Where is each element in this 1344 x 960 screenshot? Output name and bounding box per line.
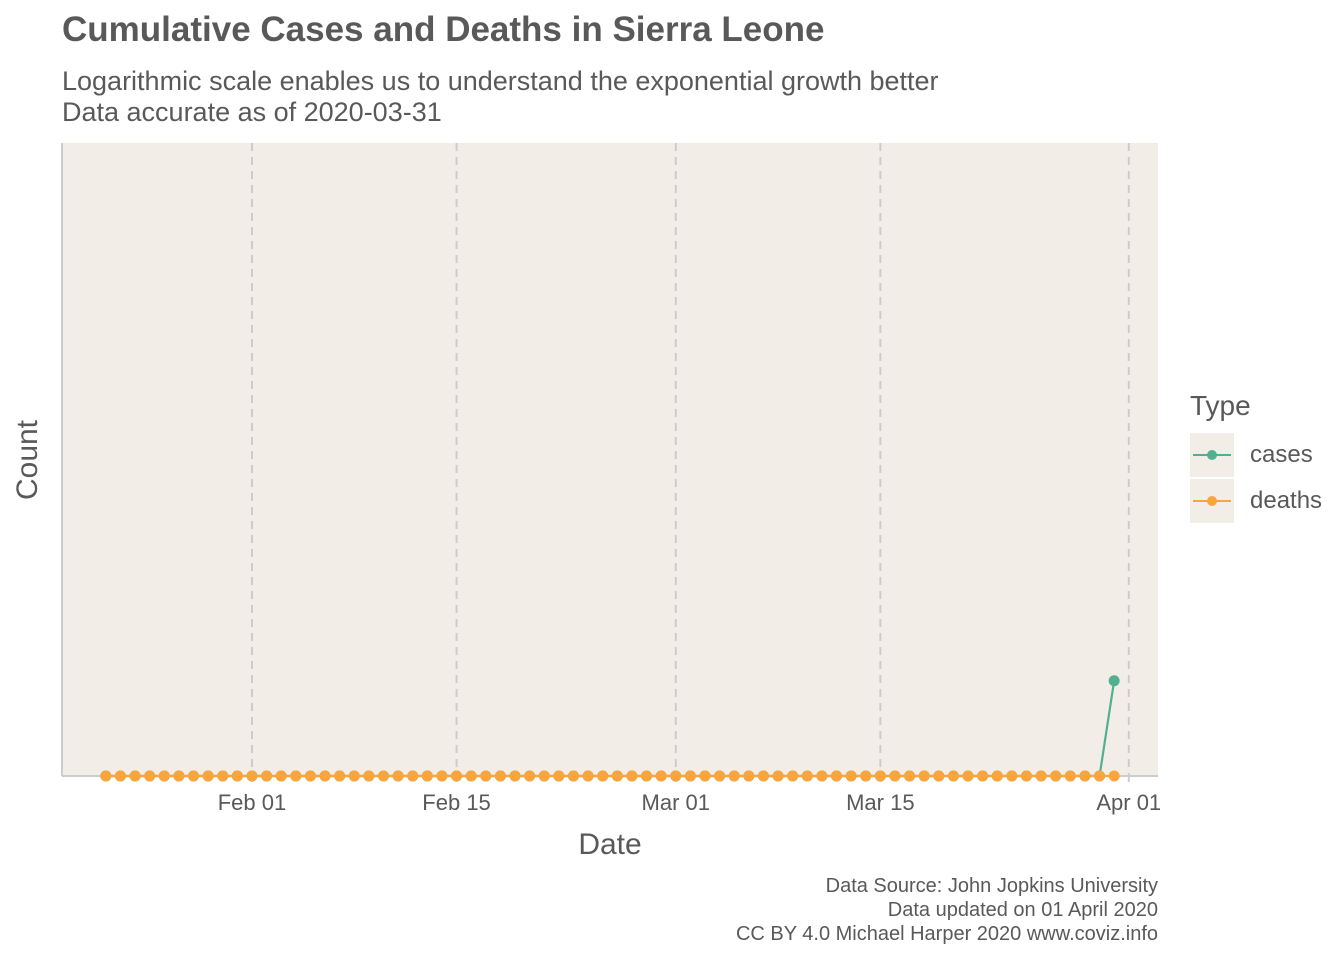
- x-tick-label: Feb 15: [422, 790, 491, 815]
- data-point-deaths: [933, 770, 945, 782]
- data-point-deaths: [436, 770, 448, 782]
- data-point-deaths: [275, 770, 287, 782]
- data-point-deaths: [524, 770, 536, 782]
- legend-item-cases: cases: [1190, 432, 1322, 478]
- data-point-deaths: [509, 770, 521, 782]
- data-point-deaths: [363, 770, 375, 782]
- data-point-deaths: [334, 770, 346, 782]
- data-point-deaths: [582, 770, 594, 782]
- legend: Type cases deaths: [1190, 390, 1322, 524]
- data-point-deaths: [860, 770, 872, 782]
- data-point-deaths: [407, 770, 419, 782]
- data-point-deaths: [173, 770, 185, 782]
- data-point-deaths: [787, 770, 799, 782]
- data-point-deaths: [421, 770, 433, 782]
- data-point-deaths: [144, 770, 156, 782]
- data-point-deaths: [553, 770, 565, 782]
- data-point-deaths: [319, 770, 331, 782]
- caption-line: Data updated on 01 April 2020: [887, 899, 1158, 921]
- data-point-deaths: [129, 770, 141, 782]
- data-point-deaths: [655, 770, 667, 782]
- data-point-deaths: [845, 770, 857, 782]
- data-point-deaths: [1050, 770, 1062, 782]
- legend-title: Type: [1190, 390, 1251, 421]
- data-point-deaths: [465, 770, 477, 782]
- y-axis-label: Count: [11, 419, 44, 501]
- data-point-deaths: [831, 770, 843, 782]
- data-point-deaths: [231, 770, 243, 782]
- data-point-deaths: [158, 770, 170, 782]
- data-point-deaths: [217, 770, 229, 782]
- plot-panel: [62, 143, 1158, 776]
- data-point-deaths: [377, 770, 389, 782]
- data-point-deaths: [1094, 770, 1106, 782]
- x-tick-label: Mar 15: [846, 790, 914, 815]
- legend-key-deaths: [1190, 479, 1234, 523]
- data-point-deaths: [188, 770, 200, 782]
- data-point-deaths: [100, 770, 112, 782]
- subtitle-line: Logarithmic scale enables us to understa…: [62, 66, 939, 96]
- data-point-deaths: [743, 770, 755, 782]
- data-point-deaths: [392, 770, 404, 782]
- caption-line: CC BY 4.0 Michael Harper 2020 www.coviz.…: [735, 923, 1158, 945]
- data-point-deaths: [714, 770, 726, 782]
- data-point-deaths: [480, 770, 492, 782]
- legend-key-cases: [1190, 433, 1234, 477]
- chart-title: Cumulative Cases and Deaths in Sierra Le…: [62, 10, 825, 49]
- data-point-deaths: [977, 770, 989, 782]
- x-tick-label: Feb 01: [218, 790, 287, 815]
- data-point-deaths: [699, 770, 711, 782]
- data-point-deaths: [1006, 770, 1018, 782]
- subtitle-line: Data accurate as of 2020-03-31: [62, 97, 442, 127]
- chart-caption: Data Source: John Jopkins University Dat…: [736, 874, 1158, 946]
- data-point-deaths: [567, 770, 579, 782]
- data-point-cases: [1108, 675, 1120, 687]
- chart-subtitle: Logarithmic scale enables us to understa…: [62, 66, 939, 128]
- data-point-deaths: [494, 770, 506, 782]
- data-point-deaths: [597, 770, 609, 782]
- data-point-deaths: [801, 770, 813, 782]
- data-point-deaths: [947, 770, 959, 782]
- data-point-deaths: [1035, 770, 1047, 782]
- data-point-deaths: [304, 770, 316, 782]
- data-point-deaths: [904, 770, 916, 782]
- data-point-deaths: [114, 770, 126, 782]
- data-point-deaths: [1064, 770, 1076, 782]
- data-point-deaths: [728, 770, 740, 782]
- x-axis-label: Date: [578, 828, 642, 861]
- data-point-deaths: [611, 770, 623, 782]
- data-point-deaths: [261, 770, 273, 782]
- data-point-deaths: [1020, 770, 1032, 782]
- data-point-deaths: [641, 770, 653, 782]
- data-point-deaths: [626, 770, 638, 782]
- caption-line: Data Source: John Jopkins University: [825, 875, 1158, 897]
- data-point-deaths: [538, 770, 550, 782]
- legend-item-deaths: deaths: [1190, 478, 1322, 524]
- data-point-deaths: [874, 770, 886, 782]
- data-point-deaths: [1108, 770, 1120, 782]
- data-point-deaths: [451, 770, 463, 782]
- data-point-deaths: [962, 770, 974, 782]
- data-point-deaths: [246, 770, 258, 782]
- data-point-deaths: [757, 770, 769, 782]
- data-point-deaths: [816, 770, 828, 782]
- data-point-deaths: [991, 770, 1003, 782]
- legend-label: deaths: [1250, 487, 1323, 514]
- data-point-deaths: [918, 770, 930, 782]
- x-tick-label: Mar 01: [642, 790, 710, 815]
- x-tick-label: Apr 01: [1096, 790, 1161, 815]
- data-point-deaths: [684, 770, 696, 782]
- data-point-deaths: [670, 770, 682, 782]
- data-point-deaths: [1079, 770, 1091, 782]
- data-point-deaths: [202, 770, 214, 782]
- legend-label: cases: [1250, 441, 1313, 468]
- data-point-deaths: [348, 770, 360, 782]
- data-point-deaths: [889, 770, 901, 782]
- data-point-deaths: [772, 770, 784, 782]
- data-point-deaths: [290, 770, 302, 782]
